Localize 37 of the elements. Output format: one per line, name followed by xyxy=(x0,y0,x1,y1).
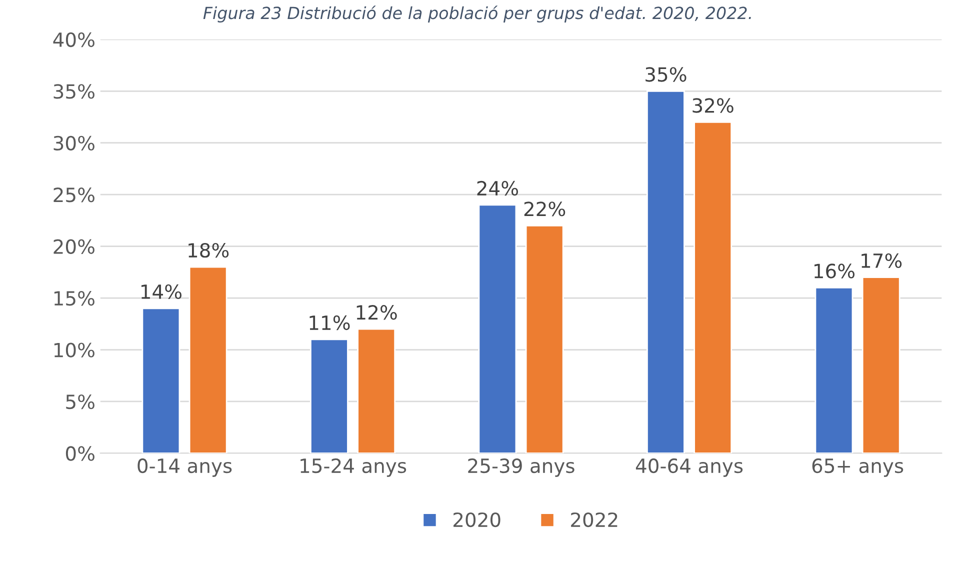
y-tick-label: 35% xyxy=(54,84,94,99)
x-tick-label: 25-39 anys xyxy=(468,458,574,477)
bar xyxy=(478,204,517,454)
y-tick-label: 0% xyxy=(66,446,94,461)
data-label: 35% xyxy=(646,67,686,82)
y-tick-label: 10% xyxy=(54,342,94,358)
x-tick-label: 15-24 anys xyxy=(300,458,406,477)
bar xyxy=(646,90,685,454)
y-tick-label: 5% xyxy=(66,394,94,410)
data-label: 32% xyxy=(692,98,734,113)
bar xyxy=(310,338,348,454)
bar xyxy=(862,276,900,454)
legend-label: 2022 xyxy=(571,512,618,528)
y-tick-label: 15% xyxy=(54,290,94,306)
data-label: 16% xyxy=(814,264,855,278)
data-label: 17% xyxy=(862,253,902,268)
data-label: 14% xyxy=(141,284,182,300)
chart-title: Figura 23 Distribució de la població per grups d'edat. 2020, 2022. xyxy=(203,6,751,22)
y-tick-label: 40% xyxy=(53,32,94,48)
data-label: 24% xyxy=(477,180,518,196)
bar xyxy=(188,266,228,454)
data-label: 11% xyxy=(310,315,350,330)
bar xyxy=(142,308,180,454)
x-tick-label: 40-64 anys xyxy=(636,458,743,477)
data-label: 18% xyxy=(188,242,229,258)
bar xyxy=(694,121,732,454)
data-label: 22% xyxy=(524,202,566,216)
bar xyxy=(814,287,854,454)
x-tick-label: 0-14 anys xyxy=(138,458,232,477)
legend-label: 2020 xyxy=(454,512,500,528)
y-tick-label: 30% xyxy=(54,136,94,151)
bar xyxy=(525,224,564,454)
x-tick-label: 65+ anys xyxy=(812,458,904,477)
y-tick-label: 20% xyxy=(54,239,94,254)
data-label: 12% xyxy=(356,305,397,320)
bar xyxy=(357,328,396,454)
y-tick-label: 25% xyxy=(54,188,94,202)
